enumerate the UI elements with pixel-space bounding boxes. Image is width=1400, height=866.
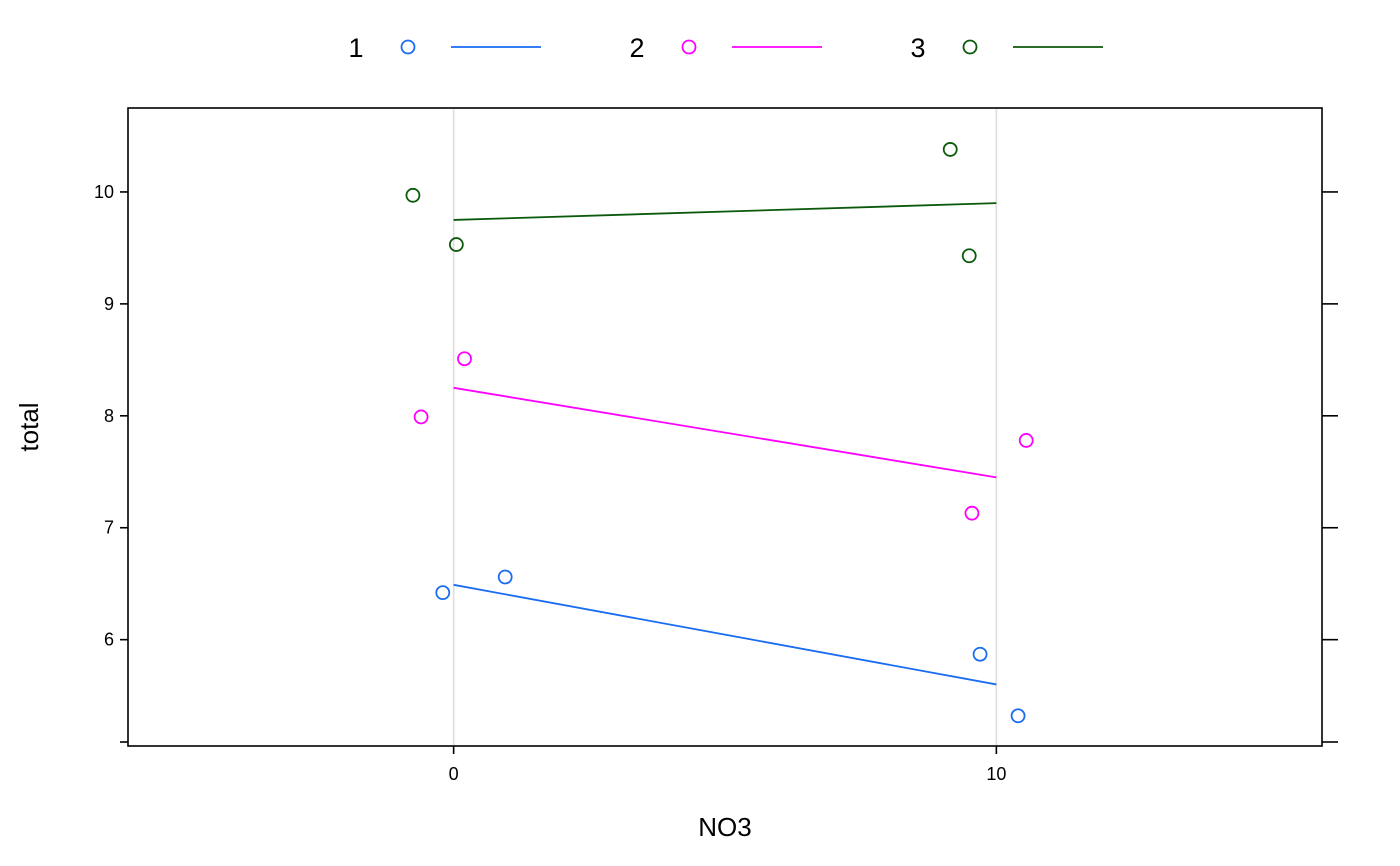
point-series-3-2 bbox=[448, 237, 464, 252]
y-tick-label-7: 7 bbox=[104, 518, 114, 538]
legend-point-3 bbox=[962, 39, 978, 55]
y-axis-title: total bbox=[14, 402, 44, 451]
point-series-2-3 bbox=[964, 505, 980, 521]
plot-frame bbox=[127, 107, 1323, 747]
fit-line-series-2 bbox=[453, 386, 997, 479]
point-series-2-4 bbox=[1018, 433, 1034, 448]
legend: 1 2 3 bbox=[348, 33, 1103, 63]
fit-lines bbox=[453, 202, 997, 686]
point-series-3-3 bbox=[942, 142, 958, 157]
y-tick-label-6: 6 bbox=[104, 630, 114, 650]
point-series-1-2 bbox=[497, 569, 513, 585]
point-series-1-3 bbox=[972, 646, 988, 662]
axes: 0 10 6 7 8 9 10 bbox=[94, 182, 1338, 784]
y-tick-label-9: 9 bbox=[104, 294, 114, 314]
legend-label-1: 1 bbox=[348, 33, 363, 63]
point-series-3-4 bbox=[961, 248, 977, 264]
point-series-2-2 bbox=[457, 351, 472, 367]
x-tick-label-10: 10 bbox=[986, 764, 1006, 784]
y-tick-label-10: 10 bbox=[94, 182, 114, 202]
fit-line-series-3 bbox=[453, 202, 997, 221]
point-series-1-4 bbox=[1010, 708, 1026, 724]
legend-point-2 bbox=[681, 39, 697, 55]
reference-lines bbox=[452, 108, 998, 746]
legend-point-1 bbox=[400, 39, 416, 55]
legend-label-3: 3 bbox=[910, 33, 925, 63]
point-series-1-1 bbox=[435, 585, 451, 601]
fit-line-series-1 bbox=[453, 583, 997, 686]
x-axis-title: NO3 bbox=[698, 812, 751, 842]
x-tick-label-0: 0 bbox=[449, 764, 459, 784]
point-series-2-1 bbox=[413, 409, 429, 425]
legend-label-2: 2 bbox=[629, 33, 644, 63]
point-series-3-1 bbox=[405, 187, 421, 203]
data-points bbox=[405, 142, 1034, 724]
y-tick-label-8: 8 bbox=[104, 406, 114, 426]
